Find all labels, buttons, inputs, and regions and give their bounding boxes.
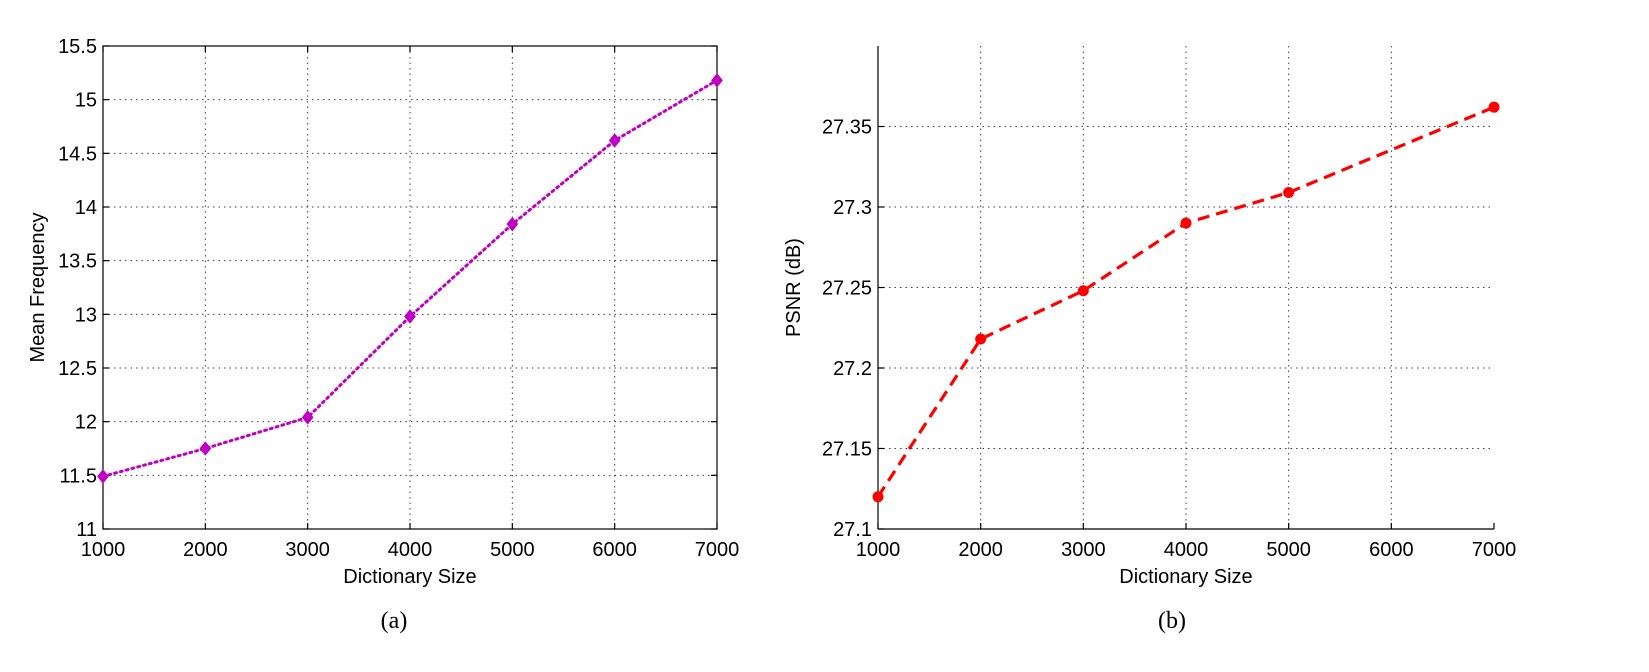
data-point-marker xyxy=(872,491,884,503)
x-tick-label: 4000 xyxy=(1164,539,1209,561)
y-tick-label: 27.3 xyxy=(833,197,872,219)
y-tick-label: 27.35 xyxy=(822,117,872,139)
y-tick-label: 12 xyxy=(75,412,97,434)
data-point-marker xyxy=(1283,187,1295,199)
y-tick-label: 15.5 xyxy=(58,36,97,58)
y-tick-label: 27.2 xyxy=(833,358,872,380)
y-tick-label: 14 xyxy=(75,197,97,219)
x-tick-label: 3000 xyxy=(285,539,330,561)
data-point-marker xyxy=(301,410,314,425)
y-axis-label: PSNR (dB) xyxy=(783,238,805,337)
x-tick-label: 4000 xyxy=(388,539,433,561)
x-tick-label: 7000 xyxy=(695,539,740,561)
x-tick-label: 2000 xyxy=(958,539,1003,561)
panel-caption: (b) xyxy=(1158,608,1186,634)
x-tick-label: 5000 xyxy=(1266,539,1311,561)
y-tick-label: 12.5 xyxy=(58,358,97,380)
y-tick-label: 27.1 xyxy=(833,519,872,541)
panel-caption: (a) xyxy=(381,608,408,634)
y-tick-label: 11.5 xyxy=(60,465,97,487)
x-axis-label: Dictionary Size xyxy=(1119,566,1252,588)
x-tick-label: 7000 xyxy=(1472,539,1517,561)
chart-panel-b: 1000 2000 3000 4000 5000 6000 7000 27.1 27.15 27.… xyxy=(783,46,1516,634)
data-point-marker xyxy=(1077,285,1089,297)
data-point-marker xyxy=(1488,101,1500,113)
x-tick-label: 1000 xyxy=(81,539,126,561)
data-point-marker xyxy=(975,333,987,345)
data-point-marker xyxy=(97,469,109,484)
y-tick-label: 13.5 xyxy=(58,251,97,273)
x-tick-label: 5000 xyxy=(490,539,535,561)
series-line xyxy=(876,105,1495,498)
y-tick-label: 27.15 xyxy=(822,439,872,461)
y-tick-label: 15 xyxy=(75,90,97,112)
data-point-marker xyxy=(1180,217,1192,229)
data-point-marker xyxy=(711,73,723,88)
data-point-marker xyxy=(608,133,621,148)
data-point-marker xyxy=(199,441,212,456)
y-tick-label: 11 xyxy=(76,519,97,541)
x-tick-label: 6000 xyxy=(1369,539,1414,561)
y-tick-label: 14.5 xyxy=(58,143,97,165)
x-tick-label: 2000 xyxy=(183,539,228,561)
data-point-marker xyxy=(404,309,416,324)
data-point-marker xyxy=(506,216,519,232)
y-tick-label: 27.25 xyxy=(822,278,872,300)
x-tick-label: 6000 xyxy=(592,539,637,561)
y-tick-label: 13 xyxy=(75,304,97,326)
x-tick-label: 1000 xyxy=(856,539,901,561)
chart-panel-a: 1000 2000 3000 4000 5000 6000 7000 11 11.5 12 12.5… xyxy=(27,36,739,634)
x-axis-label: Dictionary Size xyxy=(343,566,476,588)
y-axis-label: Mean Frequency xyxy=(27,212,49,362)
x-tick-label: 3000 xyxy=(1061,539,1106,561)
